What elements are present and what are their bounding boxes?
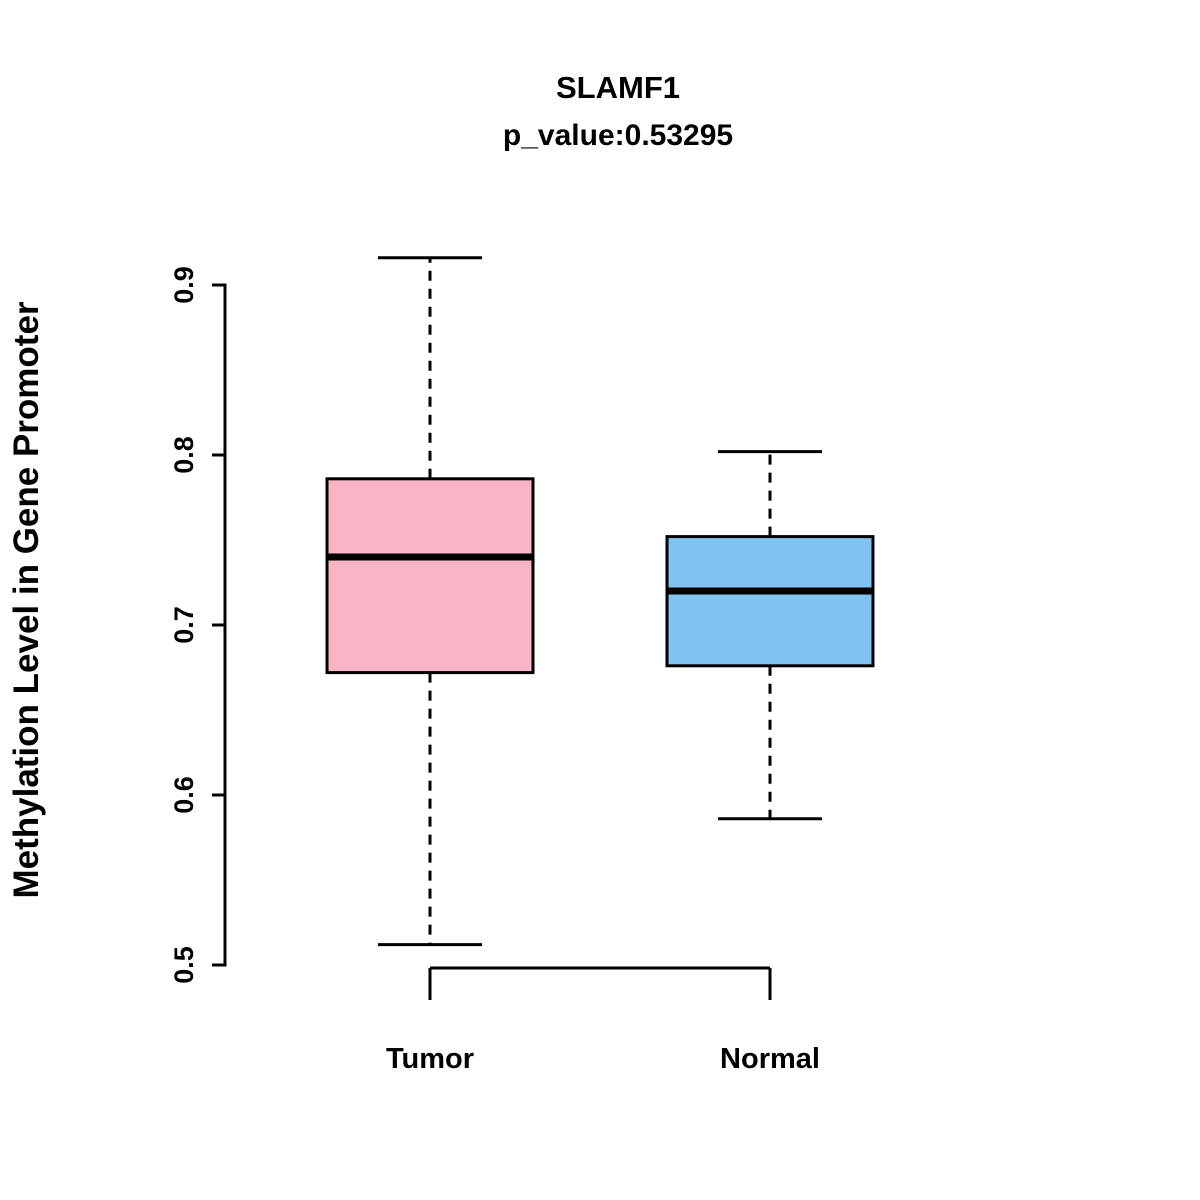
- y-tick-label: 0.5: [169, 946, 199, 984]
- y-tick-label: 0.9: [169, 266, 199, 304]
- plot-marks: 0.5 0.6 0.7 0.8 0.9: [169, 256, 875, 1000]
- y-tick-label: 0.6: [169, 776, 199, 814]
- chart-subtitle: p_value:0.53295: [503, 119, 733, 152]
- y-axis-label: Methylation Level in Gene Promoter: [7, 301, 46, 898]
- y-tick-label: 0.7: [169, 606, 199, 644]
- chart-title: SLAMF1: [556, 70, 680, 105]
- y-tick-label: 0.8: [169, 436, 199, 474]
- x-tick-label-normal: Normal: [720, 1043, 820, 1075]
- box-tumor: [325, 477, 535, 675]
- box-normal: [665, 535, 875, 668]
- x-tick-label-tumor: Tumor: [386, 1043, 474, 1075]
